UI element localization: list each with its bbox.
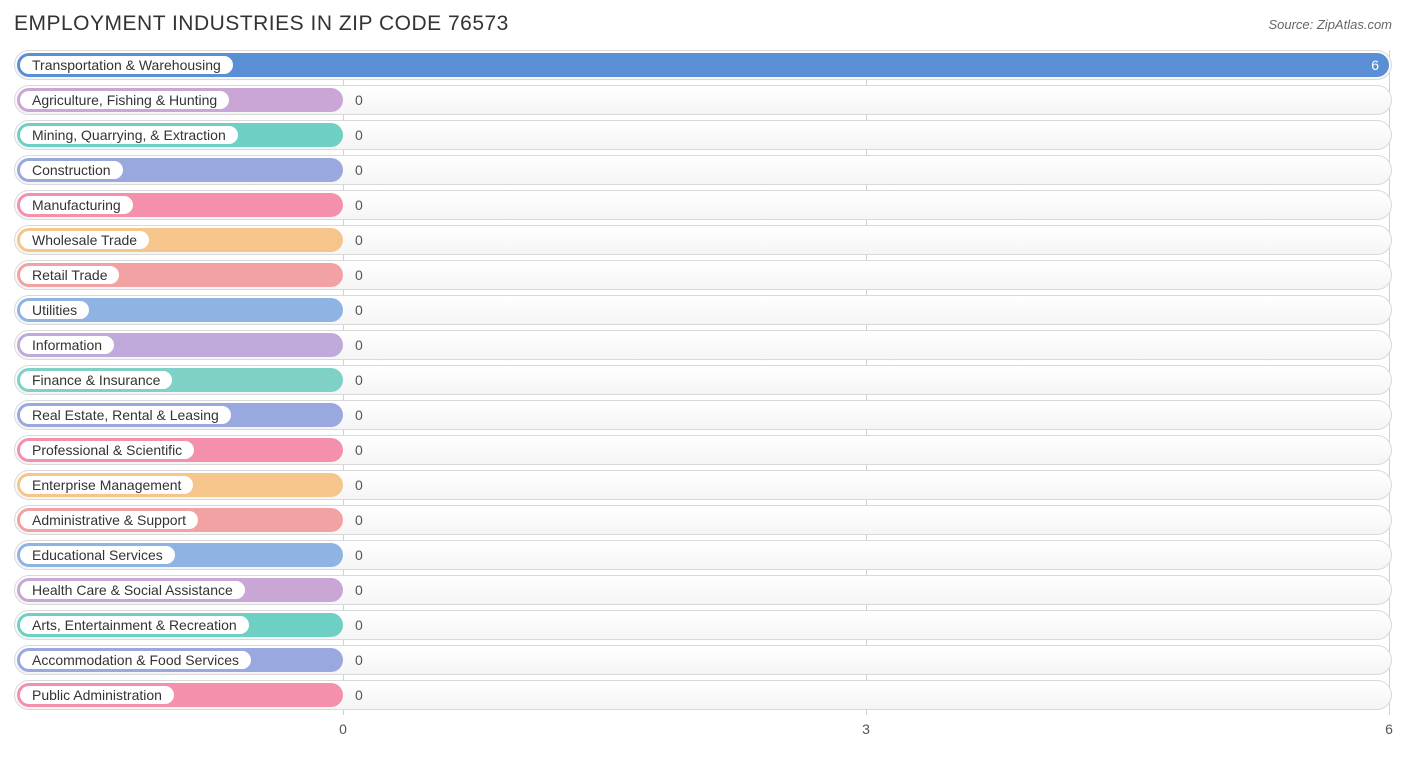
x-axis-tick-label: 0	[339, 721, 347, 737]
chart-title: EMPLOYMENT INDUSTRIES IN ZIP CODE 76573	[14, 12, 509, 36]
bar-fill: Utilities	[17, 298, 343, 322]
bar-label-pill: Arts, Entertainment & Recreation	[20, 616, 249, 634]
bar-label-pill: Educational Services	[20, 546, 175, 564]
bar-label-pill: Finance & Insurance	[20, 371, 172, 389]
bar-label-pill: Manufacturing	[20, 196, 133, 214]
bar-fill: Health Care & Social Assistance	[17, 578, 343, 602]
bar-value-label: 0	[355, 197, 363, 213]
bar-row: Agriculture, Fishing & Hunting 0	[14, 85, 1392, 115]
bar-value-label: 0	[355, 127, 363, 143]
bar-row: Wholesale Trade 0	[14, 225, 1392, 255]
bar-row: Mining, Quarrying, & Extraction 0	[14, 120, 1392, 150]
x-axis: 0 3 6	[14, 715, 1392, 745]
bar-row: Real Estate, Rental & Leasing 0	[14, 400, 1392, 430]
bar-row: Information 0	[14, 330, 1392, 360]
bar-value-label: 0	[355, 337, 363, 353]
bar-fill: Manufacturing	[17, 193, 343, 217]
bar-row: Manufacturing 0	[14, 190, 1392, 220]
bar-value-label: 0	[355, 617, 363, 633]
bar-row: Enterprise Management 0	[14, 470, 1392, 500]
bar-fill: Retail Trade	[17, 263, 343, 287]
bar-fill: Finance & Insurance	[17, 368, 343, 392]
bar-row: Transportation & Warehousing 6	[14, 50, 1392, 80]
bar-value-label: 0	[355, 512, 363, 528]
bar-value-label: 0	[355, 477, 363, 493]
bar-row: Educational Services 0	[14, 540, 1392, 570]
bar-row: Health Care & Social Assistance 0	[14, 575, 1392, 605]
x-axis-tick-label: 3	[862, 721, 870, 737]
bar-value-label: 0	[355, 232, 363, 248]
bar-value-label: 6	[1371, 57, 1379, 73]
bar-value-label: 0	[355, 267, 363, 283]
bar-fill: Educational Services	[17, 543, 343, 567]
bar-fill: Real Estate, Rental & Leasing	[17, 403, 343, 427]
bar-label-pill: Information	[20, 336, 114, 354]
bar-label-pill: Wholesale Trade	[20, 231, 149, 249]
bar-value-label: 0	[355, 547, 363, 563]
bar-row: Professional & Scientific 0	[14, 435, 1392, 465]
chart-area: Transportation & Warehousing 6 Agriculture…	[14, 50, 1392, 745]
bar-fill: Public Administration	[17, 683, 343, 707]
bar-value-label: 0	[355, 687, 363, 703]
bar-label-pill: Administrative & Support	[20, 511, 198, 529]
bar-label-pill: Enterprise Management	[20, 476, 193, 494]
bar-label-pill: Public Administration	[20, 686, 174, 704]
bar-fill: Mining, Quarrying, & Extraction	[17, 123, 343, 147]
bar-value-label: 0	[355, 407, 363, 423]
bar-label-pill: Retail Trade	[20, 266, 119, 284]
chart-header: EMPLOYMENT INDUSTRIES IN ZIP CODE 76573 …	[14, 12, 1392, 36]
bar-fill: Administrative & Support	[17, 508, 343, 532]
bar-value-label: 0	[355, 302, 363, 318]
bar-row: Accommodation & Food Services 0	[14, 645, 1392, 675]
bar-label-pill: Agriculture, Fishing & Hunting	[20, 91, 229, 109]
bar-fill: Wholesale Trade	[17, 228, 343, 252]
bar-row: Administrative & Support 0	[14, 505, 1392, 535]
bar-row: Finance & Insurance 0	[14, 365, 1392, 395]
bar-fill: Professional & Scientific	[17, 438, 343, 462]
bar-row: Arts, Entertainment & Recreation 0	[14, 610, 1392, 640]
bar-fill: Construction	[17, 158, 343, 182]
x-axis-tick-label: 6	[1385, 721, 1393, 737]
bar-fill: Agriculture, Fishing & Hunting	[17, 88, 343, 112]
bar-fill: Transportation & Warehousing 6	[17, 53, 1389, 77]
bar-label-pill: Real Estate, Rental & Leasing	[20, 406, 231, 424]
bar-rows-container: Transportation & Warehousing 6 Agriculture…	[14, 50, 1392, 710]
bar-fill: Information	[17, 333, 343, 357]
bar-value-label: 0	[355, 162, 363, 178]
bar-fill: Arts, Entertainment & Recreation	[17, 613, 343, 637]
bar-label-pill: Transportation & Warehousing	[20, 56, 233, 74]
bar-value-label: 0	[355, 582, 363, 598]
bar-label-pill: Professional & Scientific	[20, 441, 194, 459]
bar-value-label: 0	[355, 652, 363, 668]
bar-label-pill: Utilities	[20, 301, 89, 319]
bar-row: Utilities 0	[14, 295, 1392, 325]
bar-row: Retail Trade 0	[14, 260, 1392, 290]
bar-label-pill: Mining, Quarrying, & Extraction	[20, 126, 238, 144]
bar-fill: Accommodation & Food Services	[17, 648, 343, 672]
bar-value-label: 0	[355, 372, 363, 388]
bar-value-label: 0	[355, 442, 363, 458]
bar-value-label: 0	[355, 92, 363, 108]
bar-row: Construction 0	[14, 155, 1392, 185]
bar-row: Public Administration 0	[14, 680, 1392, 710]
chart-source: Source: ZipAtlas.com	[1268, 17, 1392, 32]
bar-fill: Enterprise Management	[17, 473, 343, 497]
bar-label-pill: Accommodation & Food Services	[20, 651, 251, 669]
bar-label-pill: Health Care & Social Assistance	[20, 581, 245, 599]
bar-label-pill: Construction	[20, 161, 123, 179]
